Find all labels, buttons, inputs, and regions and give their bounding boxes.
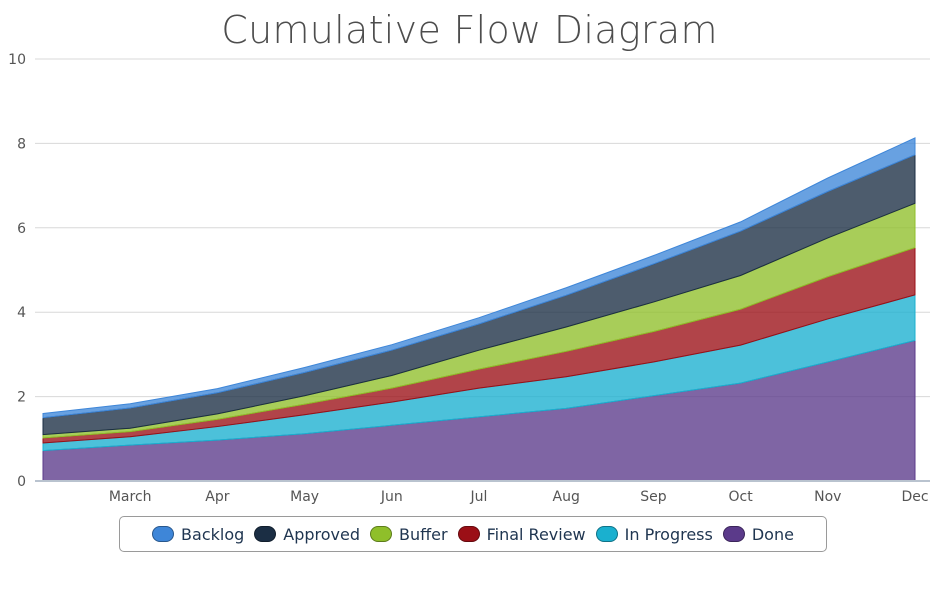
x-tick-label: Jun	[380, 489, 403, 505]
y-tick-label: 10	[8, 52, 26, 68]
legend-item-buffer[interactable]: Buffer	[370, 525, 448, 544]
chart-title: Cumulative Flow Diagram	[221, 8, 718, 52]
legend-item-in-progress[interactable]: In Progress	[595, 524, 713, 544]
legend: Backlog Approved Buffer Final Review In …	[119, 516, 827, 552]
chart-plot: 0 2 4 6 8 10 March Apr May Jun Jul Aug Sep Oct Nov Dec	[8, 52, 930, 505]
x-tick-label: Sep	[640, 489, 667, 505]
x-tick-label: Aug	[553, 489, 580, 505]
y-tick-label: 4	[17, 305, 26, 321]
x-tick-label: March	[109, 489, 152, 505]
legend-swatch-done	[722, 526, 745, 542]
x-tick-label: Dec	[901, 489, 928, 505]
legend-label-done: Done	[751, 524, 794, 544]
x-tick-label: May	[290, 489, 319, 505]
x-tick-label: Apr	[205, 489, 229, 505]
legend-item-final-review[interactable]: Final Review	[457, 524, 586, 544]
y-tick-label: 0	[17, 474, 26, 490]
area-backlog[interactable]	[42, 137, 916, 419]
legend-label-buffer: Buffer	[399, 524, 448, 544]
legend-swatch-final-review	[457, 526, 480, 542]
legend-item-backlog[interactable]: Backlog	[152, 525, 244, 544]
x-tick-label: Oct	[728, 489, 753, 505]
legend-label-backlog: Backlog	[181, 524, 245, 544]
legend-swatch-in-progress	[595, 526, 618, 542]
area-series	[42, 137, 916, 482]
legend-label-approved: Approved	[283, 524, 361, 544]
x-tick-label: Jul	[470, 489, 488, 505]
y-tick-label: 6	[17, 221, 26, 237]
axes: 0 2 4 6 8 10 March Apr May Jun Jul Aug Sep Oct Nov Dec	[8, 52, 930, 505]
legend-swatch-approved	[254, 526, 277, 542]
legend-label-final-review: Final Review	[486, 524, 586, 544]
x-tick-label: Nov	[814, 489, 841, 505]
legend-swatch-backlog	[152, 526, 175, 542]
y-tick-label: 2	[17, 390, 26, 406]
y-tick-label: 8	[17, 136, 26, 152]
legend-swatch-buffer	[370, 526, 393, 542]
legend-label-in-progress: In Progress	[624, 524, 713, 544]
legend-item-approved[interactable]: Approved	[254, 525, 360, 544]
legend-item-done[interactable]: Done	[722, 524, 794, 544]
